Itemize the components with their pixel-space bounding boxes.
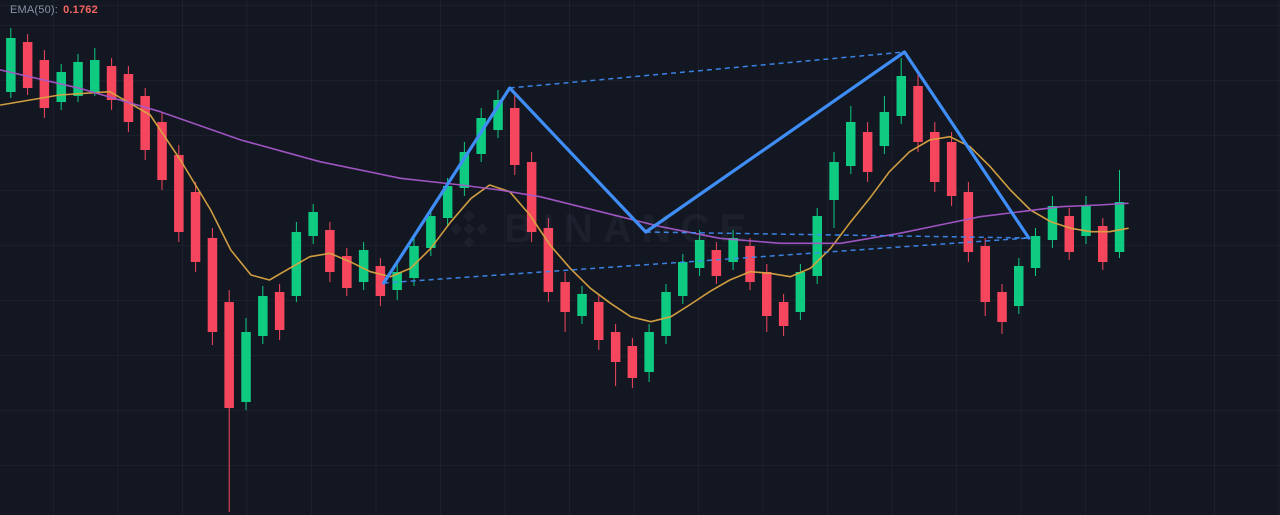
- legend-value: 0.1762: [63, 4, 98, 16]
- overlay-ema50: [0, 90, 1129, 323]
- indicator-legend: EMA(50): 0.1762: [10, 4, 98, 16]
- pattern-dashed-line[interactable]: [383, 237, 1029, 284]
- pattern-dashed-line[interactable]: [645, 231, 1029, 239]
- pattern-dashed-line[interactable]: [509, 51, 905, 89]
- overlay-maslow: [0, 69, 1129, 245]
- legend-label: EMA(50):: [10, 4, 59, 16]
- candles: [6, 28, 1125, 512]
- pattern-zigzag-line[interactable]: [382, 50, 1031, 285]
